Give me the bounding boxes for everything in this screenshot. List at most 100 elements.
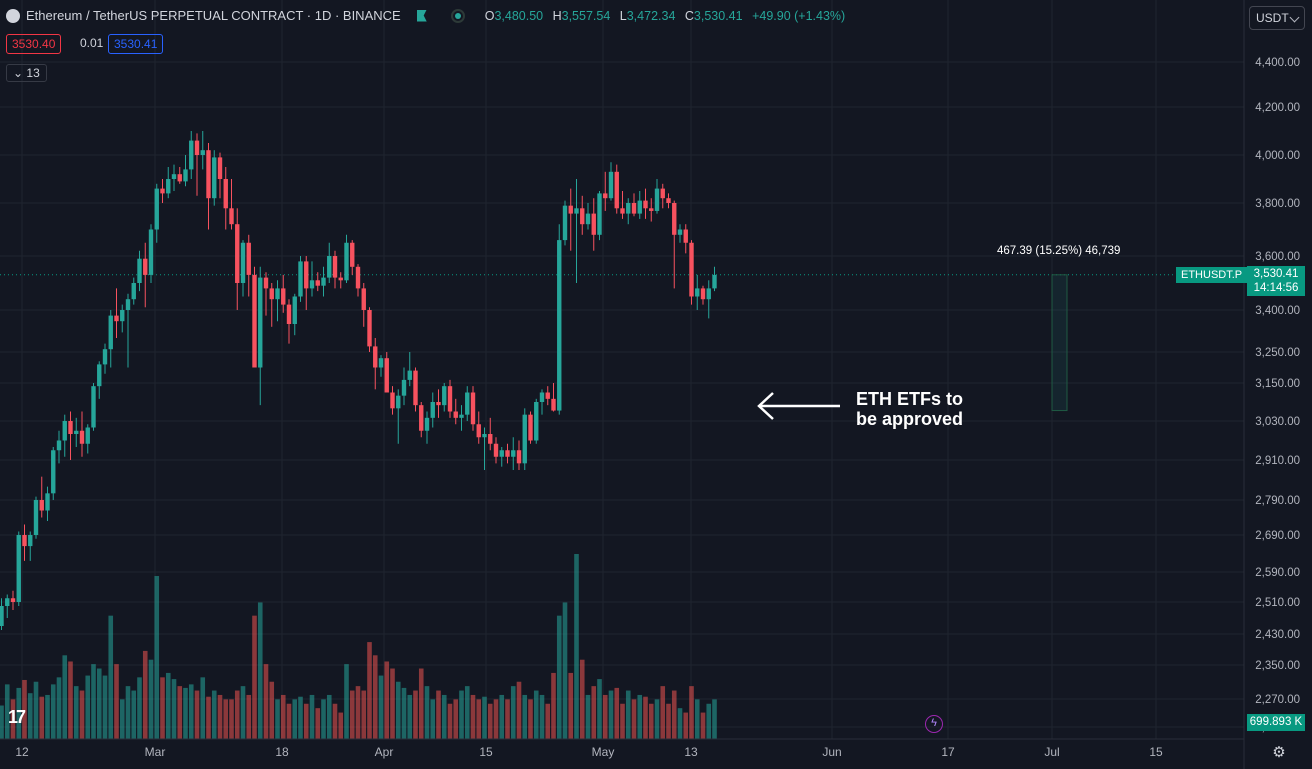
- candle-body: [39, 500, 44, 511]
- candle: [390, 386, 395, 415]
- volume-bar: [206, 696, 211, 739]
- volume-bar: [194, 690, 200, 739]
- volume-bar: [275, 699, 280, 739]
- volume-bar: [125, 686, 131, 739]
- symbol-title[interactable]: Ethereum / TetherUS PERPETUAL CONTRACT ·…: [26, 8, 401, 23]
- candle-body: [332, 256, 338, 278]
- candle: [33, 496, 39, 539]
- candle: [614, 164, 619, 214]
- lightning-icon[interactable]: ϟ: [925, 715, 943, 733]
- candle-body: [0, 606, 4, 626]
- tradingview-logo[interactable]: 17: [8, 707, 26, 727]
- candle: [499, 447, 504, 467]
- candle-body: [505, 450, 510, 457]
- flag-icon[interactable]: [416, 9, 427, 22]
- candle-body: [574, 208, 579, 214]
- indicators-toggle[interactable]: ⌄ 13: [6, 64, 47, 82]
- candle: [361, 283, 366, 327]
- candle: [649, 198, 654, 222]
- candle-body: [217, 157, 223, 179]
- candle: [603, 171, 608, 211]
- candle-body: [200, 150, 205, 155]
- candle-body: [338, 277, 343, 281]
- candle: [545, 386, 550, 406]
- candle-body: [189, 140, 194, 170]
- volume-bar: [309, 694, 315, 739]
- candle: [666, 193, 671, 209]
- ethereum-logo-icon: [6, 8, 20, 23]
- candle: [355, 264, 361, 297]
- candle: [281, 274, 286, 313]
- price-tick-label: 3,250.00: [1255, 347, 1300, 359]
- measure-range: [1051, 274, 1068, 412]
- candle-body: [56, 440, 62, 451]
- candle-body: [263, 277, 269, 289]
- volume-bar: [292, 699, 298, 739]
- candle: [194, 133, 200, 196]
- volume-bar: [361, 690, 367, 739]
- volume-bar: [499, 694, 505, 739]
- sell-button[interactable]: 3530.40: [6, 34, 62, 54]
- candle-body: [286, 304, 292, 324]
- time-tick-label: Jun: [822, 745, 841, 759]
- candle: [660, 183, 665, 209]
- candle: [407, 352, 412, 387]
- annotation-arrow: [757, 392, 840, 420]
- candle-body: [315, 280, 320, 286]
- volume-bar: [556, 615, 562, 739]
- candle: [442, 383, 447, 412]
- volume-bar: [96, 668, 102, 739]
- candle: [10, 590, 16, 610]
- volume-bar: [637, 694, 643, 739]
- volume-bar: [160, 677, 165, 739]
- price-tick-label: 2,510.00: [1255, 597, 1300, 609]
- candle: [321, 266, 326, 297]
- candle-body: [516, 450, 522, 464]
- buy-button[interactable]: 3530.41: [108, 34, 164, 54]
- volume-bar: [464, 686, 470, 739]
- candle-body: [528, 414, 533, 441]
- volume-bar: [39, 696, 45, 739]
- candle: [160, 179, 165, 203]
- volume-bar: [654, 699, 660, 739]
- time-tick-label: Mar: [145, 745, 166, 759]
- price-axis: 4,400.00 4,200.00 4,000.00 3,800.00 3,600.00…: [1255, 57, 1300, 734]
- candle-body: [229, 208, 234, 225]
- candle: [114, 288, 119, 338]
- market-status-icon[interactable]: [450, 8, 465, 23]
- volume-bar: [401, 687, 407, 739]
- candle: [401, 367, 407, 406]
- candle: [292, 293, 297, 336]
- last-price-badge: 3,530.41 14:14:56: [1247, 266, 1305, 296]
- candle: [620, 191, 625, 219]
- candle: [683, 224, 688, 254]
- candle: [171, 164, 177, 191]
- candle: [465, 386, 470, 421]
- candle-body: [384, 358, 389, 393]
- candle-body: [660, 188, 665, 199]
- volume-bar: [625, 690, 631, 739]
- volume-bar: [648, 703, 654, 739]
- time-tick-label: 15: [479, 745, 493, 759]
- gear-icon[interactable]: ⚙: [1272, 744, 1286, 761]
- candle: [396, 389, 401, 444]
- candle-body: [424, 417, 430, 431]
- candle: [528, 411, 533, 444]
- volume-bar: [85, 675, 91, 739]
- volume-bar: [591, 686, 597, 739]
- candle-body: [51, 450, 56, 494]
- candle: [327, 242, 332, 283]
- volume-bar: [56, 677, 62, 739]
- candle-body: [706, 288, 711, 300]
- candle: [539, 389, 545, 415]
- volume-bar: [476, 699, 482, 739]
- candle: [672, 200, 677, 289]
- volume-bar: [372, 655, 378, 739]
- candle-body: [436, 402, 441, 406]
- candle-body: [557, 240, 562, 411]
- ticker-tag: ETHUSDT.P: [1176, 267, 1248, 283]
- currency-select[interactable]: USDT: [1249, 6, 1305, 30]
- candle-body: [45, 493, 50, 511]
- volume-bar: [436, 690, 441, 739]
